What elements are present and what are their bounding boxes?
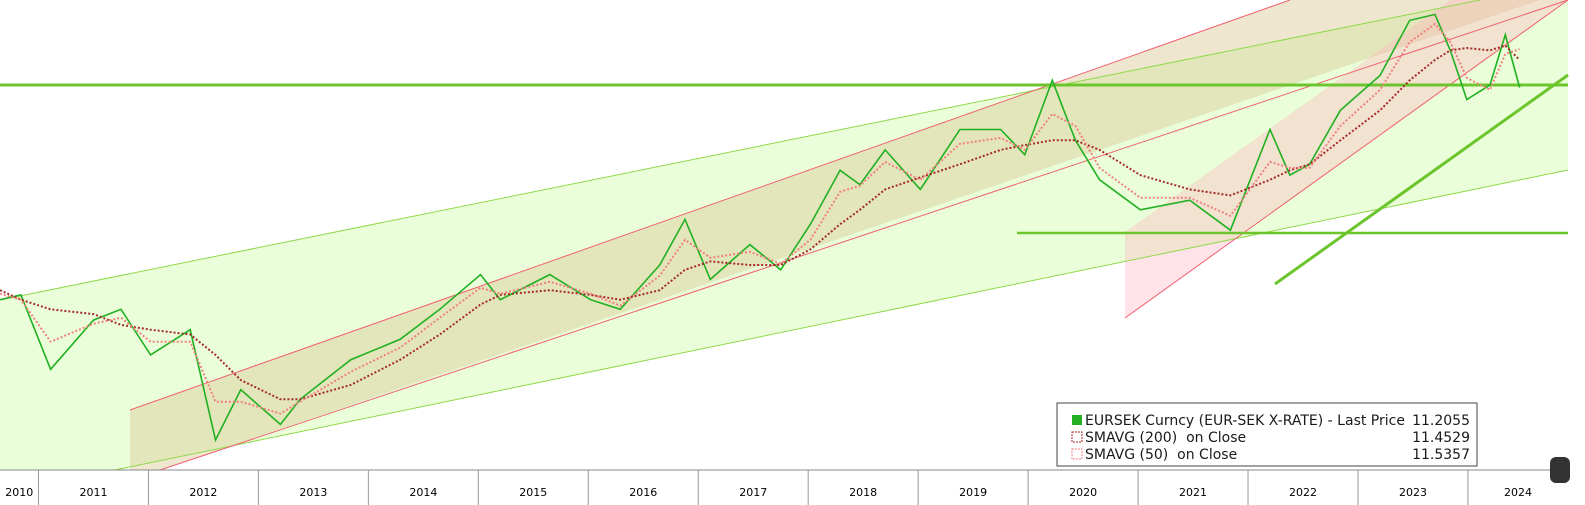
x-tick-label: 2013 [299,486,327,499]
x-tick-label: 2017 [739,486,767,499]
legend-label: SMAVG (50) on Close [1085,447,1237,463]
x-tick-label: 2019 [959,486,987,499]
legend-value: 11.5357 [1412,447,1470,463]
icon [1550,457,1570,483]
legend-swatch [1071,431,1083,443]
x-tick-label: 2024 [1504,486,1532,499]
x-tick-label: 2016 [629,486,657,499]
legend-value: 11.2055 [1412,413,1470,429]
legend [1056,402,1478,467]
trend-line [114,169,1569,471]
x-tick-label: 2014 [409,486,437,499]
legend-swatch [1072,415,1082,425]
series-line [0,13,1521,443]
trend-line [129,0,1291,411]
legend-swatch [1071,448,1083,460]
x-tick-label: 2023 [1399,486,1427,499]
x-tick-label: 2018 [849,486,877,499]
trend-line [159,0,1569,471]
trend-channel [130,0,1540,470]
x-tick-label: 2020 [1069,486,1097,499]
series-line [0,44,1521,401]
x-tick-label: 2015 [519,486,547,499]
x-tick-label: 2011 [79,486,107,499]
x-tick-label: 2021 [1179,486,1207,499]
x-tick-label: 2022 [1289,486,1317,499]
legend-label: EURSEK Curncy (EUR-SEK X-RATE) - Last Pr… [1085,413,1405,429]
legend-label: SMAVG (200) on Close [1085,430,1246,446]
series-line [0,22,1520,415]
trend-line [1124,0,1569,319]
trend-line [0,0,1481,301]
legend-value: 11.4529 [1412,430,1470,446]
x-tick-label: 2012 [189,486,217,499]
x-tick-label: 2010 [5,486,33,499]
trend-line [1274,73,1569,286]
x-axis [0,470,1568,505]
